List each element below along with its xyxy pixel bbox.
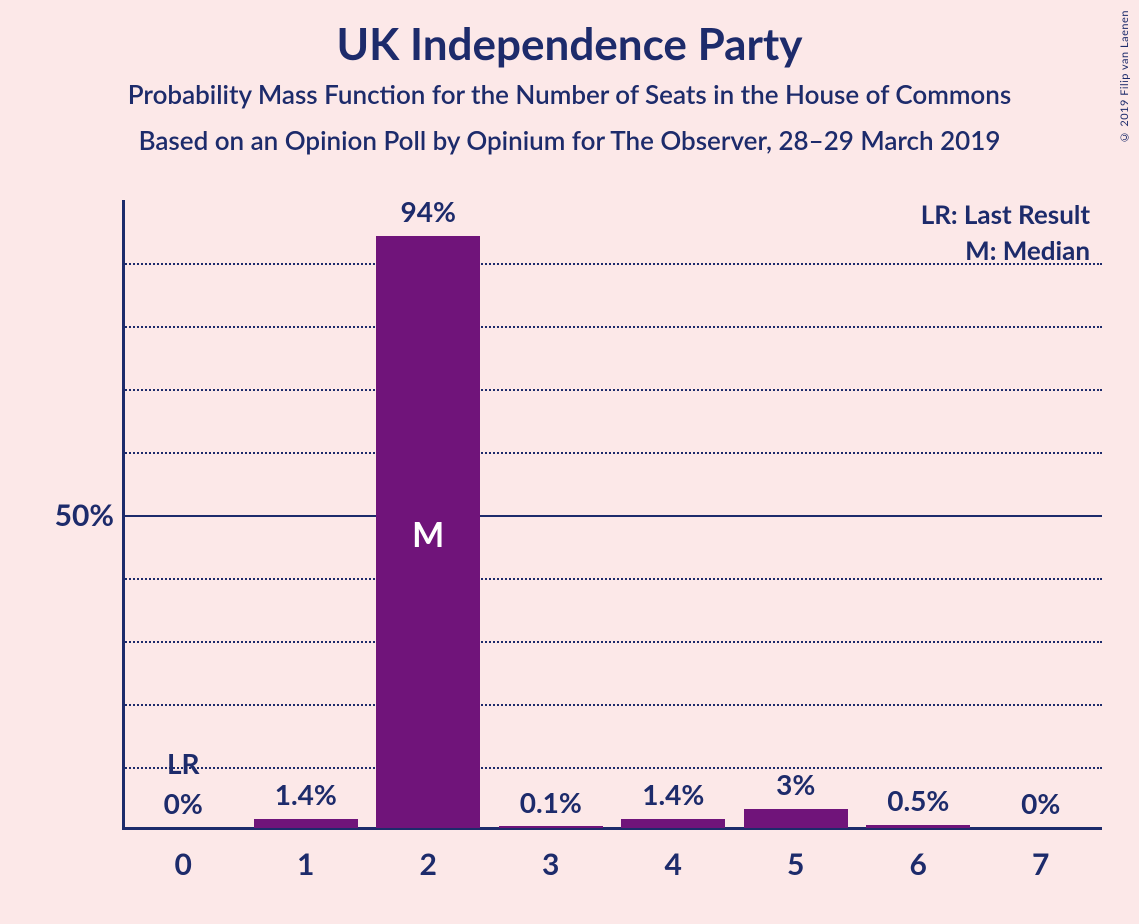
bar: [376, 236, 480, 828]
x-tick-label: 5: [735, 846, 858, 882]
bar: [866, 825, 970, 828]
bar-value-label: 0.1%: [490, 785, 613, 819]
gridline: [122, 389, 1102, 391]
gridline: [122, 767, 1102, 769]
gridline: [122, 326, 1102, 328]
lr-marker: LR: [122, 746, 245, 780]
chart-subtitle-1: Probability Mass Function for the Number…: [0, 78, 1139, 110]
x-tick-label: 2: [367, 846, 490, 882]
x-tick-label: 0: [122, 846, 245, 882]
bar: [621, 819, 725, 828]
gridline: [122, 578, 1102, 580]
bar-value-label: 94%: [367, 194, 490, 228]
x-tick-label: 1: [245, 846, 368, 882]
x-tick-label: 7: [980, 846, 1103, 882]
gridline: [122, 263, 1102, 265]
bar: [254, 819, 358, 828]
x-tick-label: 6: [857, 846, 980, 882]
gridline: [122, 704, 1102, 706]
legend-lr: LR: Last Result: [921, 198, 1090, 230]
bar-value-label: 1.4%: [245, 777, 368, 811]
bar-value-label: 0.5%: [857, 783, 980, 817]
plot-area: LR: Last Result M: Median 0%LR01.4%194%M…: [122, 200, 1102, 830]
x-tick-label: 4: [612, 846, 735, 882]
legend-m: M: Median: [965, 234, 1090, 266]
bar: [744, 809, 848, 828]
bar-value-label: 0%: [980, 786, 1103, 820]
gridline: [122, 515, 1102, 517]
copyright-text: © 2019 Filip van Laenen: [1118, 10, 1131, 143]
y-tick-label: 50%: [44, 497, 114, 533]
titles-block: UK Independence Party Probability Mass F…: [0, 0, 1139, 156]
gridline: [122, 452, 1102, 454]
gridline: [122, 641, 1102, 643]
x-tick-label: 3: [490, 846, 613, 882]
chart-title: UK Independence Party: [0, 18, 1139, 70]
bar: [499, 826, 603, 828]
bar-value-label: 0%: [122, 786, 245, 820]
bar-value-label: 3%: [735, 767, 858, 801]
bar-value-label: 1.4%: [612, 777, 735, 811]
chart-subtitle-2: Based on an Opinion Poll by Opinium for …: [0, 124, 1139, 156]
chart-area: LR: Last Result M: Median 0%LR01.4%194%M…: [44, 200, 1114, 900]
